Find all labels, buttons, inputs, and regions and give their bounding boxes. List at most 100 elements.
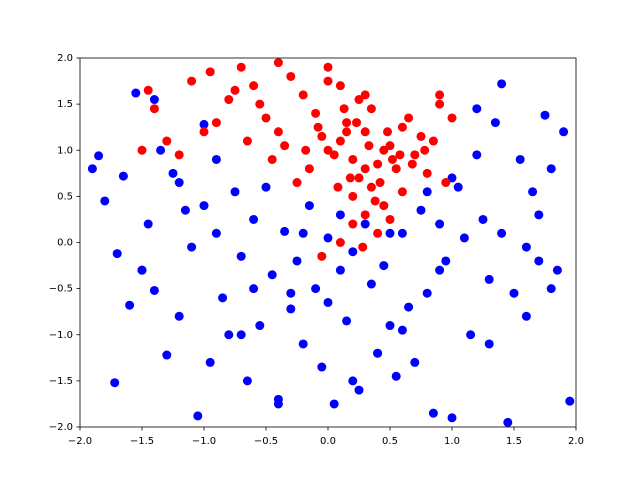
point xyxy=(211,118,221,128)
point xyxy=(205,67,215,77)
point xyxy=(317,251,327,261)
point xyxy=(484,339,494,349)
point xyxy=(484,274,494,284)
point xyxy=(236,62,246,72)
y-tick-label: −0.5 xyxy=(49,284,73,295)
point xyxy=(329,150,339,160)
point xyxy=(149,95,159,105)
point xyxy=(428,408,438,418)
point xyxy=(329,399,339,409)
point xyxy=(366,279,376,289)
point xyxy=(137,145,147,155)
point xyxy=(385,321,395,331)
point xyxy=(168,168,178,178)
point xyxy=(149,285,159,295)
point xyxy=(292,178,302,188)
point xyxy=(428,136,438,146)
point xyxy=(546,284,556,294)
y-tick-label: 0.5 xyxy=(57,191,73,202)
point xyxy=(352,118,362,128)
y-tick-label: 1.0 xyxy=(57,145,73,156)
point xyxy=(497,79,507,89)
point xyxy=(441,256,451,266)
point xyxy=(348,247,358,257)
point xyxy=(404,113,414,123)
y-tick-label: −1.0 xyxy=(49,330,73,341)
point xyxy=(335,238,345,247)
point xyxy=(373,348,383,358)
point xyxy=(534,210,544,220)
point xyxy=(118,171,128,181)
point xyxy=(373,159,383,169)
point xyxy=(360,219,370,229)
point xyxy=(174,150,184,160)
point xyxy=(422,288,432,298)
point xyxy=(528,187,538,197)
point xyxy=(358,242,368,252)
point xyxy=(391,164,401,174)
point xyxy=(323,297,333,307)
point xyxy=(360,127,370,137)
point xyxy=(137,265,147,275)
point xyxy=(521,242,531,252)
point xyxy=(199,119,209,129)
point xyxy=(534,256,544,266)
point xyxy=(298,339,308,349)
point xyxy=(292,256,302,266)
point xyxy=(416,131,426,141)
point xyxy=(410,150,420,160)
point xyxy=(242,136,252,146)
point xyxy=(313,122,323,132)
point xyxy=(379,261,389,271)
point xyxy=(94,151,104,161)
point xyxy=(397,187,407,197)
point xyxy=(472,104,482,114)
point xyxy=(249,81,259,91)
point xyxy=(422,187,432,197)
point xyxy=(490,118,500,128)
point xyxy=(273,127,283,137)
point xyxy=(435,99,445,109)
point xyxy=(342,118,352,128)
point xyxy=(311,284,321,294)
point xyxy=(255,99,265,109)
point xyxy=(267,154,277,164)
point xyxy=(280,226,290,236)
point xyxy=(156,145,166,155)
point xyxy=(125,300,135,310)
point xyxy=(354,173,364,183)
point xyxy=(339,104,349,114)
point xyxy=(466,330,476,340)
point xyxy=(273,399,283,409)
point xyxy=(373,228,383,238)
point xyxy=(236,330,246,340)
y-tick-label: 1.5 xyxy=(57,99,73,110)
point xyxy=(509,288,519,298)
point xyxy=(236,251,246,261)
point xyxy=(435,90,445,100)
point xyxy=(546,164,556,174)
point xyxy=(559,127,569,137)
y-tick-label: 0.0 xyxy=(57,238,73,249)
point xyxy=(459,233,469,243)
point xyxy=(335,265,345,275)
point xyxy=(301,145,311,155)
point xyxy=(342,316,352,326)
point xyxy=(366,104,376,114)
point xyxy=(180,205,190,215)
point xyxy=(323,145,333,155)
point xyxy=(348,191,358,201)
point xyxy=(187,242,197,252)
point xyxy=(273,58,283,68)
point xyxy=(333,182,343,192)
point xyxy=(397,122,407,132)
point xyxy=(404,302,414,312)
point xyxy=(249,214,259,224)
point xyxy=(391,371,401,381)
point xyxy=(162,136,172,146)
x-tick-label: 2.0 xyxy=(568,436,584,447)
point xyxy=(370,196,380,206)
point xyxy=(565,396,575,406)
point xyxy=(323,76,333,86)
